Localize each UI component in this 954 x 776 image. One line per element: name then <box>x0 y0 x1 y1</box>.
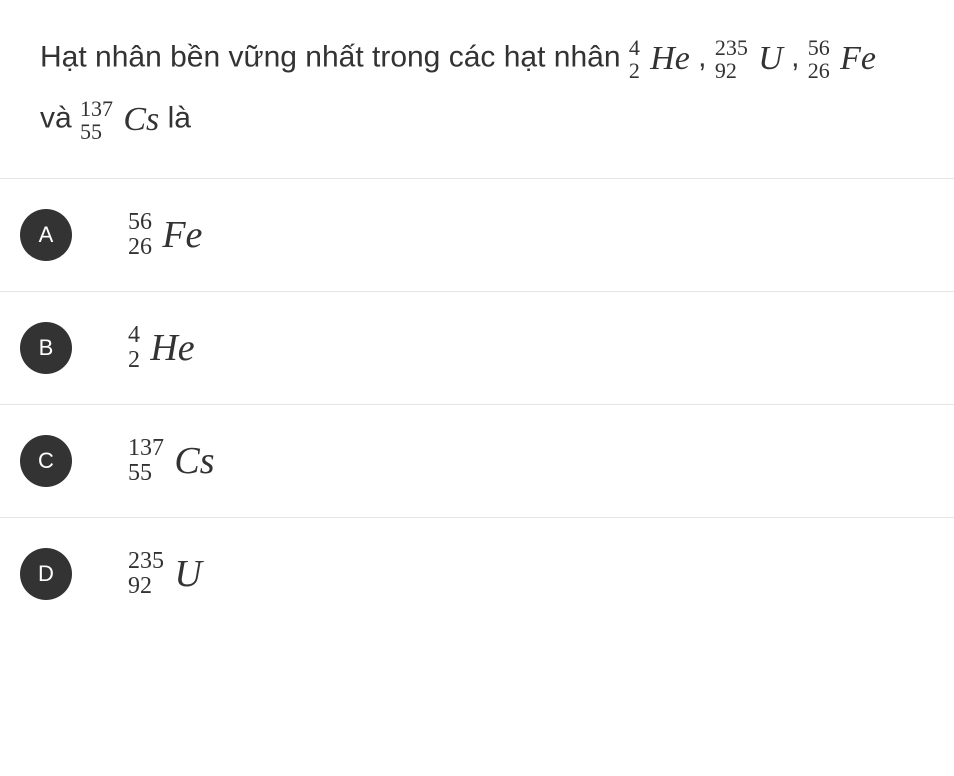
question-text: Hạt nhân bền vững nhất trong các hạt nhâ… <box>0 0 954 178</box>
nuclide-cs-atomic: 55 <box>80 120 113 143</box>
option-b[interactable]: B 4 2 He <box>0 291 954 404</box>
option-d-letter: D <box>20 548 72 600</box>
option-a-symbol: Fe <box>162 213 202 257</box>
option-d-nuclide: 235 92 U <box>128 549 202 599</box>
option-d[interactable]: D 235 92 U <box>0 517 954 630</box>
option-c-letter: C <box>20 435 72 487</box>
nuclide-he-numbers: 4 2 <box>629 36 640 82</box>
option-a-content: 56 26 Fe <box>128 210 202 260</box>
option-c-atomic: 55 <box>128 461 164 486</box>
option-d-mass: 235 <box>128 549 164 574</box>
nuclide-he-mass: 4 <box>629 36 640 59</box>
nuclide-fe-mass: 56 <box>808 36 830 59</box>
option-a-mass: 56 <box>128 210 152 235</box>
option-c-mass: 137 <box>128 436 164 461</box>
sep-2: , <box>783 41 808 74</box>
nuclide-cs-mass: 137 <box>80 97 113 120</box>
option-d-content: 235 92 U <box>128 549 202 599</box>
option-a-numbers: 56 26 <box>128 210 152 260</box>
option-b-nuclide: 4 2 He <box>128 323 195 373</box>
nuclide-fe-numbers: 56 26 <box>808 36 830 82</box>
option-a-letter: A <box>20 209 72 261</box>
nuclide-u-mass: 235 <box>715 36 748 59</box>
nuclide-he: 4 2 He <box>629 28 690 89</box>
option-d-numbers: 235 92 <box>128 549 164 599</box>
option-b-numbers: 4 2 <box>128 323 140 373</box>
option-a-atomic: 26 <box>128 235 152 260</box>
nuclide-cs-numbers: 137 55 <box>80 97 113 143</box>
question-text-before: Hạt nhân bền vững nhất trong các hạt nhâ… <box>40 41 629 74</box>
option-b-letter: B <box>20 322 72 374</box>
nuclide-fe-symbol: Fe <box>840 28 876 89</box>
nuclide-he-symbol: He <box>650 28 690 89</box>
option-c-nuclide: 137 55 Cs <box>128 436 214 486</box>
nuclide-u-symbol: U <box>758 28 783 89</box>
options-list: A 56 26 Fe B 4 2 He C <box>0 178 954 630</box>
nuclide-fe-atomic: 26 <box>808 59 830 82</box>
option-c-numbers: 137 55 <box>128 436 164 486</box>
question-text-after: là <box>159 102 191 135</box>
nuclide-cs-symbol: Cs <box>123 89 159 150</box>
option-d-atomic: 92 <box>128 574 164 599</box>
option-b-content: 4 2 He <box>128 323 195 373</box>
nuclide-u-numbers: 235 92 <box>715 36 748 82</box>
option-b-symbol: He <box>150 326 194 370</box>
nuclide-fe: 56 26 Fe <box>808 28 876 89</box>
nuclide-u-atomic: 92 <box>715 59 748 82</box>
sep-va: và <box>40 102 80 135</box>
nuclide-he-atomic: 2 <box>629 59 640 82</box>
option-a[interactable]: A 56 26 Fe <box>0 178 954 291</box>
option-c-symbol: Cs <box>174 439 214 483</box>
nuclide-u: 235 92 U <box>715 28 783 89</box>
option-b-atomic: 2 <box>128 348 140 373</box>
nuclide-cs: 137 55 Cs <box>80 89 159 150</box>
option-c[interactable]: C 137 55 Cs <box>0 404 954 517</box>
option-b-mass: 4 <box>128 323 140 348</box>
option-a-nuclide: 56 26 Fe <box>128 210 202 260</box>
sep-1: , <box>690 41 715 74</box>
option-d-symbol: U <box>174 552 201 596</box>
option-c-content: 137 55 Cs <box>128 436 214 486</box>
